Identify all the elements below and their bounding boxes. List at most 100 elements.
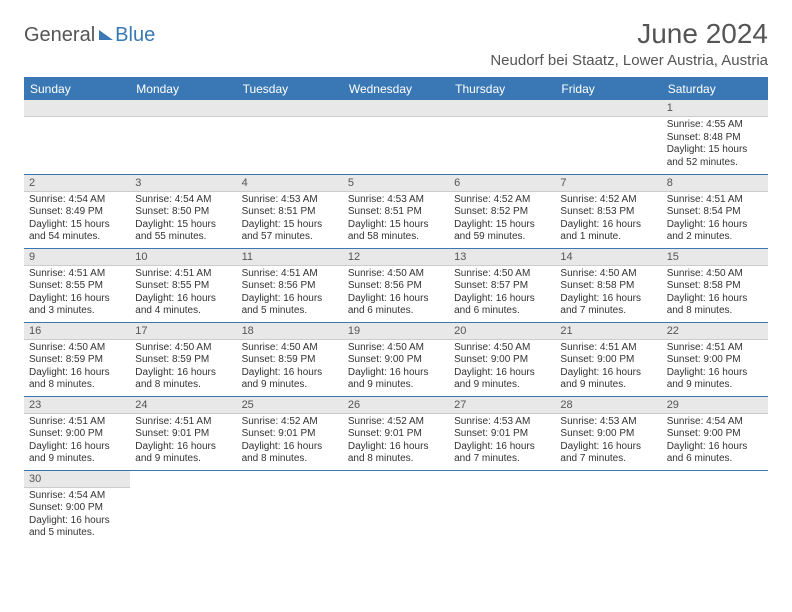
sunset-text: Sunset: 8:53 PM <box>560 206 656 219</box>
day-body: Sunrise: 4:50 AMSunset: 8:58 PMDaylight:… <box>662 266 768 321</box>
sunset-text: Sunset: 9:00 PM <box>560 354 656 367</box>
sunrise-text: Sunrise: 4:50 AM <box>135 342 231 355</box>
day-body: Sunrise: 4:52 AMSunset: 8:53 PMDaylight:… <box>555 192 661 247</box>
sunset-text: Sunset: 8:59 PM <box>135 354 231 367</box>
calendar-cell: 3Sunrise: 4:54 AMSunset: 8:50 PMDaylight… <box>130 174 236 248</box>
calendar-cell <box>343 100 449 174</box>
day-number: 7 <box>555 175 661 192</box>
calendar-cell: 11Sunrise: 4:51 AMSunset: 8:56 PMDayligh… <box>237 248 343 322</box>
calendar-week-row: 16Sunrise: 4:50 AMSunset: 8:59 PMDayligh… <box>24 322 768 396</box>
calendar-week-row: 2Sunrise: 4:54 AMSunset: 8:49 PMDaylight… <box>24 174 768 248</box>
sunset-text: Sunset: 8:51 PM <box>348 206 444 219</box>
daylight-text: Daylight: 16 hours and 9 minutes. <box>560 367 656 392</box>
calendar-cell: 20Sunrise: 4:50 AMSunset: 9:00 PMDayligh… <box>449 322 555 396</box>
day-body: Sunrise: 4:54 AMSunset: 8:49 PMDaylight:… <box>24 192 130 247</box>
calendar-cell: 6Sunrise: 4:52 AMSunset: 8:52 PMDaylight… <box>449 174 555 248</box>
brand-logo: General Blue <box>24 24 155 47</box>
calendar-cell: 28Sunrise: 4:53 AMSunset: 9:00 PMDayligh… <box>555 396 661 470</box>
daylight-text: Daylight: 16 hours and 9 minutes. <box>454 367 550 392</box>
month-title: June 2024 <box>490 18 768 50</box>
sunset-text: Sunset: 8:50 PM <box>135 206 231 219</box>
weekday-header: Tuesday <box>237 78 343 101</box>
sunrise-text: Sunrise: 4:53 AM <box>454 416 550 429</box>
sunrise-text: Sunrise: 4:54 AM <box>29 490 125 503</box>
sunset-text: Sunset: 9:01 PM <box>135 428 231 441</box>
calendar-cell: 5Sunrise: 4:53 AMSunset: 8:51 PMDaylight… <box>343 174 449 248</box>
day-number: 15 <box>662 249 768 266</box>
calendar-cell: 14Sunrise: 4:50 AMSunset: 8:58 PMDayligh… <box>555 248 661 322</box>
sunrise-text: Sunrise: 4:53 AM <box>560 416 656 429</box>
calendar-cell: 1Sunrise: 4:55 AMSunset: 8:48 PMDaylight… <box>662 100 768 174</box>
brand-part1: General <box>24 24 95 47</box>
sunset-text: Sunset: 9:01 PM <box>242 428 338 441</box>
daylight-text: Daylight: 16 hours and 7 minutes. <box>560 441 656 466</box>
day-number: 18 <box>237 323 343 340</box>
calendar-cell <box>130 100 236 174</box>
weekday-header: Friday <box>555 78 661 101</box>
calendar-cell: 9Sunrise: 4:51 AMSunset: 8:55 PMDaylight… <box>24 248 130 322</box>
calendar-cell: 19Sunrise: 4:50 AMSunset: 9:00 PMDayligh… <box>343 322 449 396</box>
calendar-body: 1Sunrise: 4:55 AMSunset: 8:48 PMDaylight… <box>24 100 768 544</box>
day-number: 13 <box>449 249 555 266</box>
daylight-text: Daylight: 16 hours and 9 minutes. <box>29 441 125 466</box>
day-number: 20 <box>449 323 555 340</box>
daylight-text: Daylight: 16 hours and 8 minutes. <box>135 367 231 392</box>
sunset-text: Sunset: 8:48 PM <box>667 132 763 145</box>
calendar-cell <box>237 470 343 544</box>
sunset-text: Sunset: 8:56 PM <box>348 280 444 293</box>
daylight-text: Daylight: 16 hours and 1 minute. <box>560 219 656 244</box>
day-number: 2 <box>24 175 130 192</box>
sunrise-text: Sunrise: 4:51 AM <box>29 416 125 429</box>
day-number: 28 <box>555 397 661 414</box>
day-body: Sunrise: 4:54 AMSunset: 9:00 PMDaylight:… <box>24 488 130 543</box>
sunrise-text: Sunrise: 4:50 AM <box>348 268 444 281</box>
calendar-cell <box>24 100 130 174</box>
day-number: 16 <box>24 323 130 340</box>
sunrise-text: Sunrise: 4:51 AM <box>135 268 231 281</box>
daylight-text: Daylight: 16 hours and 9 minutes. <box>242 367 338 392</box>
calendar-cell: 8Sunrise: 4:51 AMSunset: 8:54 PMDaylight… <box>662 174 768 248</box>
daylight-text: Daylight: 16 hours and 7 minutes. <box>454 441 550 466</box>
day-number-blank <box>237 100 343 117</box>
calendar-cell: 16Sunrise: 4:50 AMSunset: 8:59 PMDayligh… <box>24 322 130 396</box>
sunset-text: Sunset: 8:57 PM <box>454 280 550 293</box>
brand-part2: Blue <box>115 24 155 47</box>
sunrise-text: Sunrise: 4:54 AM <box>29 194 125 207</box>
daylight-text: Daylight: 16 hours and 3 minutes. <box>29 293 125 318</box>
day-number: 5 <box>343 175 449 192</box>
daylight-text: Daylight: 16 hours and 9 minutes. <box>348 367 444 392</box>
sunset-text: Sunset: 9:00 PM <box>348 354 444 367</box>
daylight-text: Daylight: 16 hours and 5 minutes. <box>29 515 125 540</box>
daylight-text: Daylight: 16 hours and 9 minutes. <box>667 367 763 392</box>
day-body: Sunrise: 4:51 AMSunset: 9:00 PMDaylight:… <box>24 414 130 469</box>
day-number: 11 <box>237 249 343 266</box>
day-number: 29 <box>662 397 768 414</box>
weekday-header: Wednesday <box>343 78 449 101</box>
weekday-header: Monday <box>130 78 236 101</box>
sunrise-text: Sunrise: 4:50 AM <box>667 268 763 281</box>
brand-triangle-icon <box>99 30 113 40</box>
sunset-text: Sunset: 8:59 PM <box>29 354 125 367</box>
sunset-text: Sunset: 9:00 PM <box>667 354 763 367</box>
day-body: Sunrise: 4:51 AMSunset: 8:55 PMDaylight:… <box>24 266 130 321</box>
day-number: 4 <box>237 175 343 192</box>
day-body: Sunrise: 4:51 AMSunset: 9:00 PMDaylight:… <box>555 340 661 395</box>
day-number-blank <box>555 100 661 117</box>
day-number: 27 <box>449 397 555 414</box>
day-body: Sunrise: 4:50 AMSunset: 8:56 PMDaylight:… <box>343 266 449 321</box>
calendar-cell: 18Sunrise: 4:50 AMSunset: 8:59 PMDayligh… <box>237 322 343 396</box>
sunset-text: Sunset: 9:00 PM <box>29 428 125 441</box>
calendar-cell <box>237 100 343 174</box>
day-body: Sunrise: 4:51 AMSunset: 8:56 PMDaylight:… <box>237 266 343 321</box>
daylight-text: Daylight: 16 hours and 6 minutes. <box>667 441 763 466</box>
sunset-text: Sunset: 8:56 PM <box>242 280 338 293</box>
day-body: Sunrise: 4:50 AMSunset: 8:58 PMDaylight:… <box>555 266 661 321</box>
day-number: 14 <box>555 249 661 266</box>
daylight-text: Daylight: 16 hours and 8 minutes. <box>348 441 444 466</box>
day-body: Sunrise: 4:50 AMSunset: 8:59 PMDaylight:… <box>237 340 343 395</box>
sunrise-text: Sunrise: 4:50 AM <box>348 342 444 355</box>
sunset-text: Sunset: 8:52 PM <box>454 206 550 219</box>
calendar-cell: 29Sunrise: 4:54 AMSunset: 9:00 PMDayligh… <box>662 396 768 470</box>
day-number: 12 <box>343 249 449 266</box>
day-body: Sunrise: 4:50 AMSunset: 9:00 PMDaylight:… <box>343 340 449 395</box>
